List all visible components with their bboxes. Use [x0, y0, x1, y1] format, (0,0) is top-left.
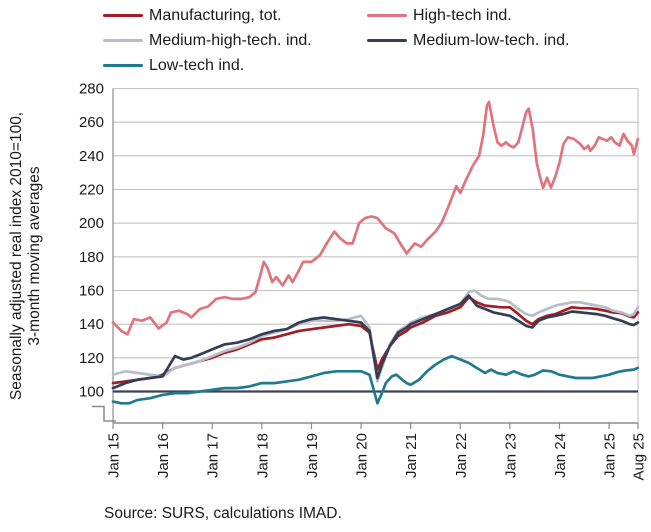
legend-item-medium-low-tech: Medium-low-tech. ind.: [367, 28, 649, 53]
source-note: Source: SURS, calculations IMAD.: [104, 505, 342, 522]
y-tick-label: 160: [79, 283, 104, 300]
series-line-medium-high-tech: [111, 289, 640, 383]
series-line-medium-low-tech: [111, 294, 640, 390]
series-line-manufacturing-total: [111, 295, 640, 385]
y-tick-label: 220: [79, 182, 104, 199]
legend-label-medium-low-tech: Medium-low-tech. ind.: [413, 31, 570, 49]
x-tick-label: Jan 15: [106, 433, 123, 478]
legend-label-high-tech: High-tech ind.: [413, 6, 512, 24]
legend: Manufacturing, tot. High-tech ind. Mediu…: [103, 3, 649, 78]
x-tick-label: Jan 24: [552, 433, 569, 478]
x-tick-label: Jan 19: [304, 433, 321, 478]
legend-swatch-medium-high-tech: [103, 38, 143, 43]
x-tick-label: Jan 17: [205, 433, 222, 478]
y-tick-label: 240: [79, 148, 104, 165]
x-tick-label: Jan 25: [602, 433, 619, 478]
y-tick-label: 100: [79, 384, 104, 401]
series-line-low-tech: [111, 354, 640, 405]
axis-break-icon: [92, 405, 116, 422]
y-tick-label: 140: [79, 316, 104, 333]
legend-item-medium-high-tech: Medium-high-tech. ind.: [103, 28, 367, 53]
x-tick-label: Jan 22: [453, 433, 470, 478]
x-tick-label: Aug 25: [631, 433, 648, 481]
y-tick-label: 280: [79, 81, 104, 98]
legend-swatch-manufacturing-total: [103, 13, 143, 18]
x-tick-label: Jan 16: [155, 433, 172, 478]
legend-swatch-low-tech: [103, 63, 143, 68]
x-tick-label: Jan 18: [254, 433, 271, 478]
legend-swatch-high-tech: [367, 13, 407, 18]
legend-item-manufacturing-total: Manufacturing, tot.: [103, 3, 367, 28]
legend-label-manufacturing-total: Manufacturing, tot.: [149, 6, 282, 24]
x-tick-label: Jan 21: [403, 433, 420, 478]
y-tick-label: 200: [79, 215, 104, 232]
legend-item-high-tech: High-tech ind.: [367, 3, 649, 28]
y-tick-label: 180: [79, 249, 104, 266]
legend-label-medium-high-tech: Medium-high-tech. ind.: [149, 31, 312, 49]
series-line-high-tech: [111, 100, 640, 336]
y-tick-label: 120: [79, 350, 104, 367]
x-tick-label: Jan 20: [354, 433, 371, 478]
legend-label-low-tech: Low-tech ind.: [149, 56, 245, 74]
x-tick-label: Jan 23: [502, 433, 519, 478]
legend-swatch-medium-low-tech: [367, 38, 407, 43]
legend-item-low-tech: Low-tech ind.: [103, 53, 367, 78]
y-tick-label: 260: [79, 114, 104, 131]
